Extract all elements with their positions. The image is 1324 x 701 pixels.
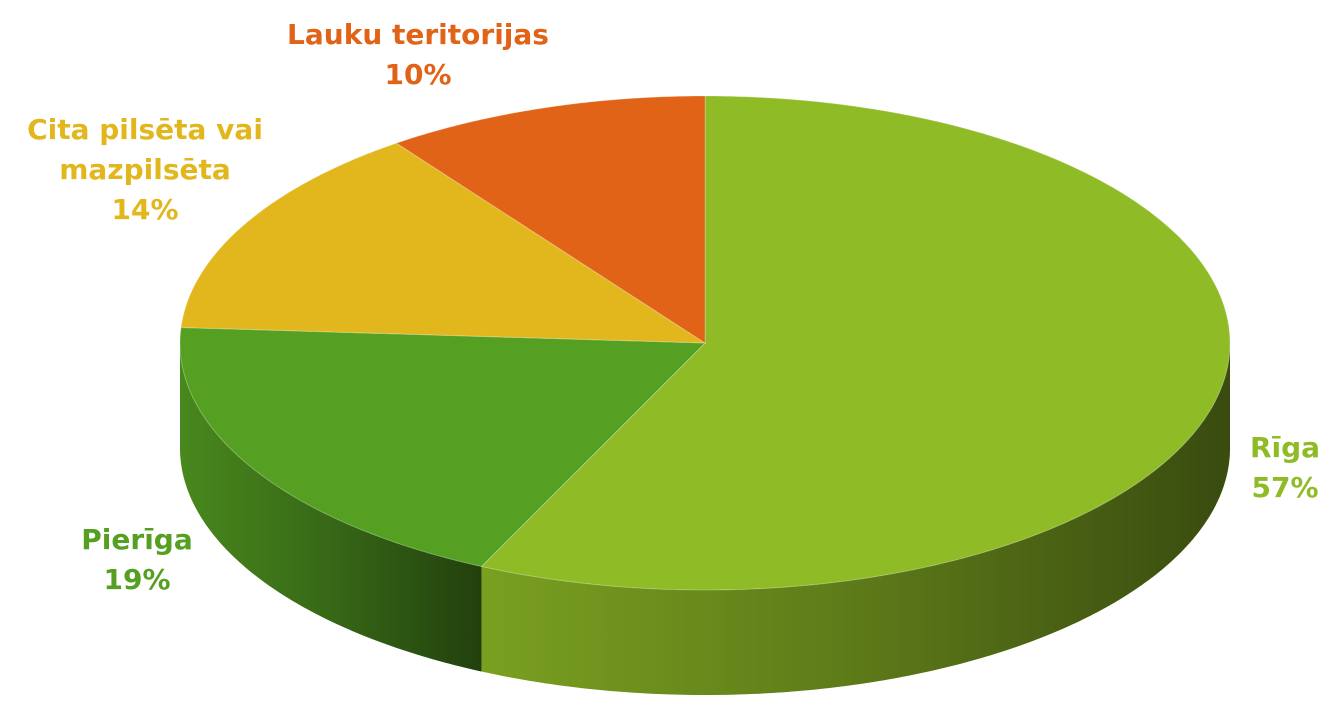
slice (179, 326, 707, 568)
slice-label: Pierīga 19% (81, 520, 192, 600)
slice-wall-shade (180, 343, 482, 672)
slice-label: Rīga 57% (1250, 428, 1320, 508)
slice (395, 95, 706, 344)
slice-percent: 10% (384, 58, 452, 91)
pie-sides (180, 343, 1230, 695)
slice (180, 142, 707, 344)
slice-name: Pierīga (81, 523, 193, 556)
slice-wall-shade (481, 343, 1230, 695)
slice-percent: 19% (103, 563, 171, 596)
slice-percent: 14% (111, 193, 179, 226)
slice-name: Cita pilsēta vai mazpilsēta (27, 113, 263, 186)
slice-side (180, 343, 482, 672)
slice-percent: 57% (1251, 471, 1319, 504)
slice-name: Lauku teritorijas (287, 18, 549, 51)
slice-side (481, 343, 1230, 695)
slice-label: Lauku teritorijas 10% (287, 15, 549, 95)
slice-label: Cita pilsēta vai mazpilsēta 14% (0, 110, 290, 230)
slice (480, 95, 1231, 591)
slice-name: Rīga (1249, 431, 1321, 464)
pie-tops (179, 95, 1231, 591)
